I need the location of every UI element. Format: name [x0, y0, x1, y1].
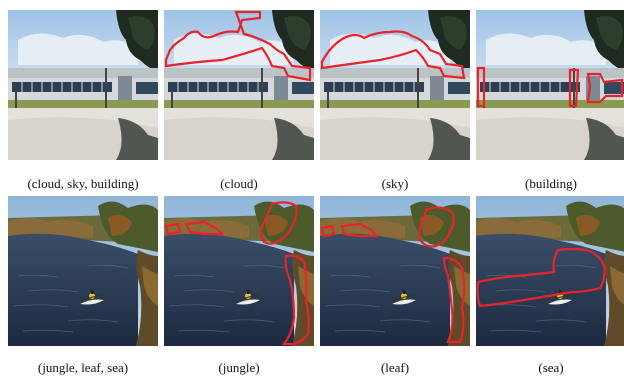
leaf-mask-right [418, 206, 466, 344]
leaf-mask-left [320, 224, 336, 238]
sky-mask-outline [320, 30, 466, 80]
caption-river-all: (jungle, leaf, sea) [37, 360, 129, 375]
panel-building-building [476, 10, 624, 160]
scene-image [8, 196, 158, 346]
panel-building-all [8, 10, 158, 160]
jungle-mask-left [164, 222, 182, 236]
panel-building-cloud [164, 10, 314, 160]
panel-river-sea [476, 196, 624, 346]
caption-jungle: (jungle) [218, 360, 260, 375]
scene-image [164, 196, 314, 346]
scene-image [8, 10, 158, 160]
sea-mask-outline [476, 247, 606, 308]
building-mask-right [586, 72, 624, 104]
jungle-mask-mid [184, 220, 225, 236]
cloud-mask-outline [164, 10, 312, 82]
caption-leaf: (leaf) [380, 360, 410, 375]
scene-image [476, 10, 624, 160]
jungle-mask-right [259, 201, 310, 346]
panel-river-jungle [164, 196, 314, 346]
scene-image [476, 196, 624, 346]
caption-building-all: (cloud, sky, building) [27, 176, 139, 191]
panel-river-all [8, 196, 158, 346]
building-mask-left [476, 66, 486, 108]
caption-sky: (sky) [381, 176, 409, 191]
scene-image [320, 196, 470, 346]
scene-image [320, 10, 470, 160]
panel-river-leaf [320, 196, 470, 346]
building-mask-mid [568, 68, 580, 108]
caption-cloud: (cloud) [220, 176, 258, 191]
caption-building: (building) [525, 176, 577, 191]
leaf-mask-mid [340, 222, 379, 238]
scene-image [164, 10, 314, 160]
caption-sea: (sea) [538, 360, 564, 375]
panel-building-sky [320, 10, 470, 160]
